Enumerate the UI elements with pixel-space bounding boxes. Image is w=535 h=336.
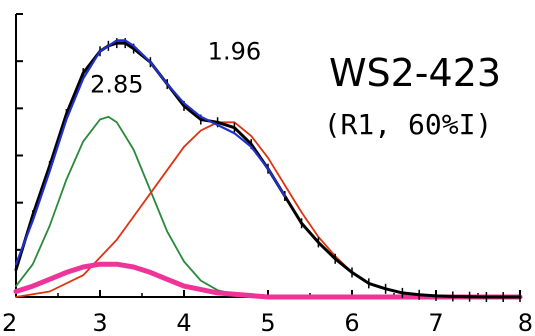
series-component-3 <box>15 121 521 298</box>
x-tick-label: 5 <box>260 309 275 336</box>
x-tick-label: 6 <box>344 309 359 336</box>
x-tick-label: 7 <box>428 309 443 336</box>
series-layer <box>13 38 523 302</box>
chart-subtitle: (R1, 60%I) <box>324 108 493 141</box>
x-tick-label: 3 <box>92 309 107 336</box>
series-fit-1 <box>14 39 286 266</box>
peak-annotation: 2.85 <box>90 70 143 98</box>
x-tick-label: 8 <box>518 309 533 336</box>
series-component-4 <box>13 261 523 300</box>
x-tick-label: 4 <box>176 309 191 336</box>
x-tick-label: 2 <box>2 309 17 336</box>
peak-annotation: 1.96 <box>208 37 261 65</box>
labels: WS2-423 (R1, 60%I) 2.85 1.96 <box>90 37 501 141</box>
x-ticks: 2 3 4 5 6 7 8 <box>2 290 533 336</box>
chart-title: WS2-423 <box>329 51 501 95</box>
axes: 2 3 4 5 6 7 8 <box>2 13 533 336</box>
